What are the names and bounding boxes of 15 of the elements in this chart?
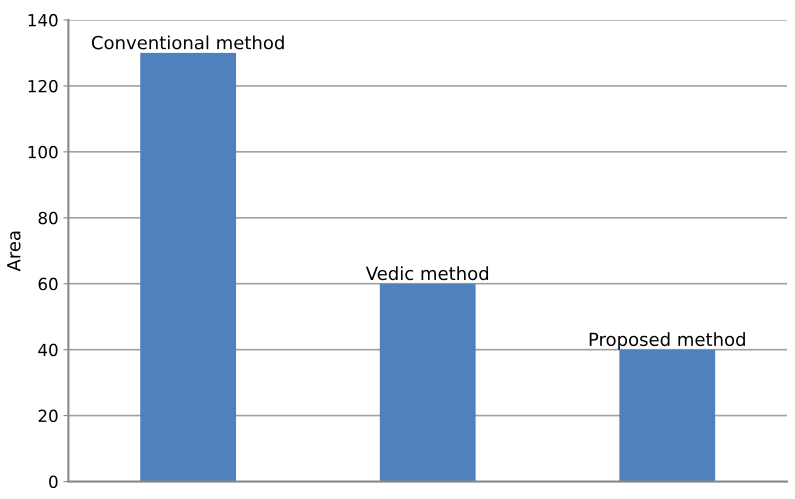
bar [140,52,236,482]
bar [380,284,476,482]
y-tick-label: 20 [38,410,58,422]
y-tick-label: 60 [38,278,58,290]
y-tick-label: 100 [28,146,58,158]
y-tick-label: 40 [38,344,58,356]
bar [619,350,716,482]
y-axis-title: Area [7,232,21,272]
y-tick-label: 120 [28,80,58,92]
y-tick-label: 140 [28,14,58,27]
x-tick-label: Vedic method [366,266,488,280]
y-tick-label: 0 [49,475,58,488]
y-tick-label: 80 [38,212,58,224]
x-tick-label: Conventional method [92,35,284,50]
x-tick-label: Proposed method [590,332,745,350]
